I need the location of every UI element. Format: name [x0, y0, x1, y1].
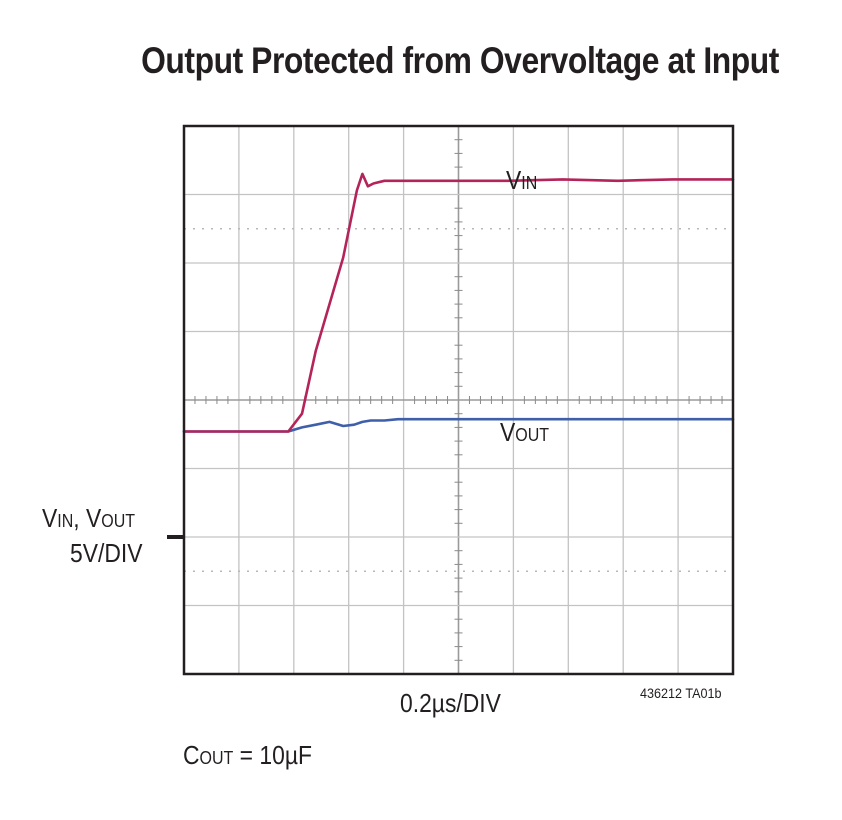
vin-trace-line: [182, 172, 735, 433]
y-axis-scale: 5V/DIV: [70, 538, 143, 568]
vout-trace-line: [182, 417, 735, 433]
plot-frame: [182, 124, 735, 676]
chart-title-text: Output Protected from Overvoltage at Inp…: [141, 40, 779, 81]
vin-trace-label: VIN: [506, 165, 538, 195]
center-axis-ticks: [194, 139, 723, 661]
y-axis-label: VIN, VOUT: [42, 503, 136, 533]
cout-annotation: COUT = 10µF: [183, 740, 313, 770]
vout-trace-label: VOUT: [500, 417, 550, 447]
plot-grid: [184, 126, 733, 674]
figure-id: 436212 TA01b: [640, 685, 722, 701]
x-axis-label: 0.2µs/DIV: [400, 688, 501, 718]
chart-title: Output Protected from Overvoltage at Inp…: [64, 40, 788, 82]
waveform-traces: [182, 172, 735, 433]
